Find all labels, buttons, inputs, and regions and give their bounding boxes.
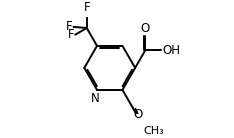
Text: F: F bbox=[84, 1, 90, 14]
Text: O: O bbox=[141, 22, 150, 34]
Text: F: F bbox=[68, 28, 74, 41]
Text: N: N bbox=[91, 92, 100, 105]
Text: F: F bbox=[66, 20, 73, 33]
Text: OH: OH bbox=[162, 44, 180, 57]
Text: O: O bbox=[133, 108, 143, 121]
Text: CH₃: CH₃ bbox=[144, 126, 164, 136]
